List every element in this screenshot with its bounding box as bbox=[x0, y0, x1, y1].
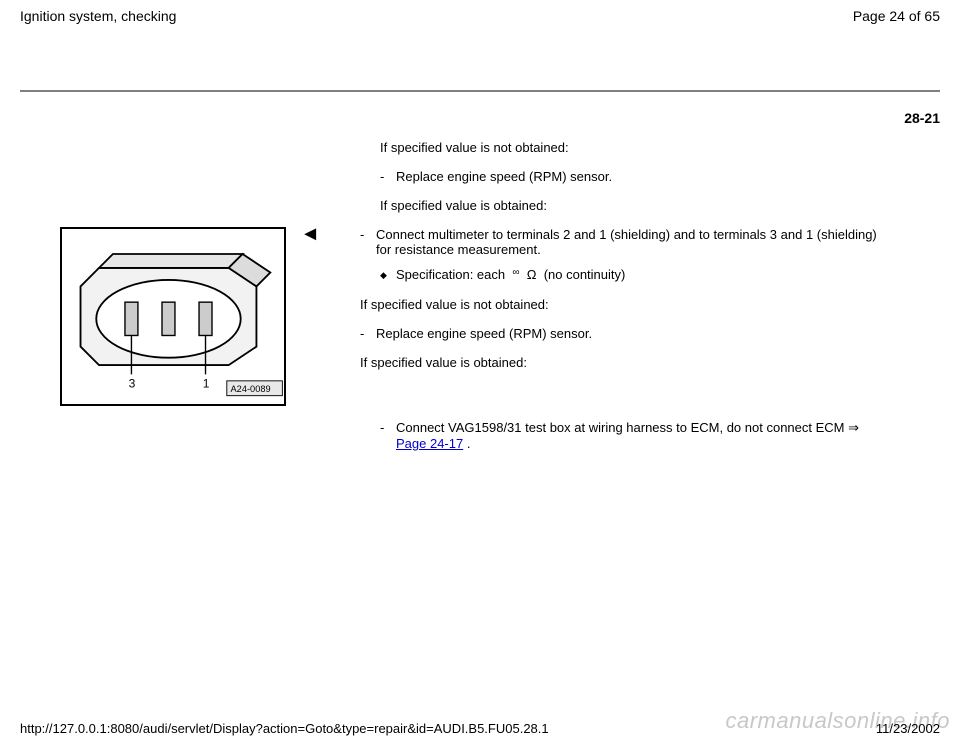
bullet-item: - Connect multimeter to terminals 2 and … bbox=[360, 227, 880, 257]
text: If specified value is obtained: bbox=[360, 355, 527, 370]
paragraph: If specified value is obtained: bbox=[380, 198, 920, 213]
page: Ignition system, checking Page 24 of 65 … bbox=[0, 0, 960, 742]
spec-tail: (no continuity) bbox=[544, 267, 626, 282]
fig-label-1: 1 bbox=[203, 376, 210, 390]
text: Connect VAG1598/31 test box at wiring ha… bbox=[396, 420, 845, 435]
bullet-text: Connect VAG1598/31 test box at wiring ha… bbox=[396, 420, 880, 451]
figure-column: 3 1 A24-0089 ◄ bbox=[50, 227, 330, 406]
diamond-icon: ◆ bbox=[380, 267, 396, 283]
dash-icon: - bbox=[380, 169, 396, 184]
bullet-text: Replace engine speed (RPM) sensor. bbox=[396, 169, 612, 184]
text: . bbox=[467, 436, 471, 451]
paragraph: If specified value is not obtained: bbox=[380, 140, 920, 155]
connector-figure: 3 1 A24-0089 bbox=[60, 227, 286, 406]
page-link[interactable]: Page 24-17 bbox=[396, 436, 463, 451]
page-number: Page 24 of 65 bbox=[853, 8, 940, 24]
ohm-icon: Ω bbox=[527, 267, 537, 282]
text: If specified value is not obtained: bbox=[380, 140, 569, 155]
dash-icon: - bbox=[360, 227, 376, 242]
pointer-arrow-icon: ◄ bbox=[292, 227, 330, 241]
page-header: Ignition system, checking Page 24 of 65 bbox=[0, 8, 960, 24]
fig-label-3: 3 bbox=[129, 376, 136, 390]
page-footer: http://127.0.0.1:8080/audi/servlet/Displ… bbox=[0, 721, 960, 736]
section-number: 28-21 bbox=[904, 110, 940, 126]
bullet-item: - Replace engine speed (RPM) sensor. bbox=[360, 326, 880, 341]
bullet-text: Replace engine speed (RPM) sensor. bbox=[376, 326, 592, 341]
bullet-item: - Replace engine speed (RPM) sensor. bbox=[380, 169, 920, 184]
arrow-icon: ⇒ bbox=[848, 420, 859, 435]
footer-date: 11/23/2002 bbox=[876, 721, 940, 736]
doc-title: Ignition system, checking bbox=[20, 8, 176, 24]
footer-url: http://127.0.0.1:8080/audi/servlet/Displ… bbox=[20, 721, 549, 736]
dash-icon: - bbox=[380, 420, 396, 435]
paragraph: If specified value is not obtained: bbox=[360, 297, 880, 312]
text: If specified value is obtained: bbox=[380, 198, 547, 213]
paragraph: If specified value is obtained: bbox=[360, 355, 880, 370]
fig-ref: A24-0089 bbox=[231, 384, 271, 394]
spec-item: ◆ Specification: each ∞ Ω (no continuity… bbox=[380, 267, 880, 283]
dash-icon: - bbox=[360, 326, 376, 341]
bullet-text: Connect multimeter to terminals 2 and 1 … bbox=[376, 227, 880, 257]
spec-label: Specification: each bbox=[396, 267, 505, 282]
text: If specified value is not obtained: bbox=[360, 297, 549, 312]
connector-svg: 3 1 A24-0089 bbox=[62, 229, 284, 404]
bullet-item: - Connect VAG1598/31 test box at wiring … bbox=[380, 420, 920, 451]
content: If specified value is not obtained: - Re… bbox=[50, 140, 920, 465]
figure-row: 3 1 A24-0089 ◄ - Connect multimeter to t… bbox=[50, 227, 920, 406]
header-rule bbox=[20, 90, 940, 92]
infinity-icon: ∞ bbox=[512, 267, 519, 278]
spec-text: Specification: each ∞ Ω (no continuity) bbox=[396, 267, 625, 282]
text-column: - Connect multimeter to terminals 2 and … bbox=[360, 227, 920, 384]
